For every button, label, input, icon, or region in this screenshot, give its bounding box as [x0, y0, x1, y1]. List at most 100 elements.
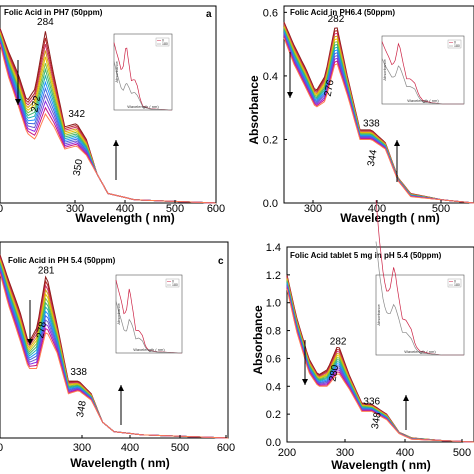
- trend-arrow-head: [302, 379, 308, 385]
- spectrum-curve: [0, 269, 229, 439]
- x-tick-label: 500: [166, 203, 184, 215]
- inset-xlabel: Wavelength ( nm): [407, 98, 439, 103]
- x-tick-label: 0: [0, 203, 3, 215]
- peak-annotation: 272: [30, 94, 44, 113]
- spectrum-curve: [283, 37, 474, 204]
- inset-legend-label: 0: [454, 280, 456, 284]
- y-tick-label: 0.4: [263, 71, 278, 83]
- x-tick-label: 0: [0, 442, 3, 454]
- x-tick-label: 600: [217, 442, 235, 454]
- inset-legend-label: 180: [162, 42, 168, 46]
- spectrum-curve: [0, 39, 217, 204]
- panel-c-label: c: [218, 256, 224, 267]
- panel-c-frame: [0, 241, 229, 439]
- x-tick-label: 500: [432, 203, 450, 215]
- spectrum-curve: [0, 264, 229, 439]
- peak-annotation: 276: [323, 79, 337, 98]
- peak-annotation: 338: [70, 367, 87, 378]
- y-tick-label: 0.0: [266, 437, 281, 449]
- inset-frame: [113, 33, 173, 111]
- y-tick-label: 0.2: [263, 134, 278, 146]
- spectrum-curve: [0, 31, 217, 204]
- y-tick-label: 1.2: [266, 270, 281, 282]
- y-tick-label: 0.6: [266, 353, 281, 365]
- inset-ylabel: Absorbance: [382, 59, 387, 81]
- peak-annotation: 348: [370, 411, 384, 430]
- x-tick-label: 300: [336, 447, 354, 459]
- panel-a-frame: [0, 5, 217, 204]
- panel-c-title: Folic Acid in PH 5.4 (50ppm): [8, 256, 116, 265]
- inset-legend-label: 0: [162, 39, 164, 43]
- inset-ylabel: Absorbance: [376, 304, 381, 326]
- y-tick-label: 0.6: [263, 7, 278, 19]
- spectrum-curve: [0, 29, 217, 204]
- peak-annotation: 281: [38, 266, 55, 277]
- spectrum-curve: [0, 35, 217, 204]
- inset-legend-label: 180: [172, 283, 178, 287]
- panel-d-curves: [286, 274, 474, 443]
- panel-a-title: Folic Acid in PH7 (50ppm): [4, 8, 103, 17]
- y-tick-label: 0.0: [263, 198, 278, 210]
- inset-legend-label: 180: [454, 44, 460, 48]
- x-tick-label: 300: [66, 203, 84, 215]
- inset-legend-label: 0: [172, 280, 174, 284]
- x-tick-label: 400: [396, 447, 414, 459]
- spectrum-curve: [0, 267, 229, 439]
- x-tick-label: 400: [121, 442, 139, 454]
- inset-frame: [115, 274, 183, 354]
- x-tick-label: 300: [73, 442, 91, 454]
- panel-a-curves: [0, 28, 217, 204]
- trend-arrow-head: [287, 92, 293, 98]
- x-tick-label: 400: [116, 203, 134, 215]
- trend-arrow-head: [15, 99, 21, 105]
- peak-annotation: 284: [37, 17, 54, 28]
- inset-curve: [381, 58, 464, 105]
- x-tick-label: 500: [171, 442, 189, 454]
- panel-b-frame: [283, 5, 474, 204]
- panel-c: 0 300 400 500 600 Folic Acid in PH 5.4 (50pp…: [0, 241, 235, 470]
- inset-frame: [375, 274, 465, 356]
- panel-d: 200 300 400 500 0.0 0.2 0.4 0.6 0.8 1.0 1.2 1.4 Fol…: [251, 200, 474, 472]
- inset-curve: [115, 300, 183, 354]
- spectrum-curve: [0, 41, 217, 204]
- spectrum-curve: [0, 40, 217, 204]
- inset-legend: [447, 278, 462, 288]
- panel-d-title: Folic Acid tablet 5 mg in pH 5.4 (50ppm): [290, 251, 442, 260]
- panel-c-curves: [0, 254, 229, 439]
- spectrum-curve: [0, 273, 229, 439]
- inset-legend: [165, 278, 180, 288]
- spectrum-curve: [0, 28, 217, 204]
- inset-legend: [155, 37, 170, 47]
- inset-curve: [113, 60, 173, 111]
- spectrum-curve: [0, 37, 217, 204]
- peak-annotation: 282: [328, 14, 345, 25]
- spectrum-curve: [0, 32, 217, 204]
- trend-arrow-head: [118, 385, 124, 391]
- panel-d-annotations: 282 280 336 348: [302, 337, 409, 430]
- peak-annotation: 350: [72, 158, 86, 177]
- panel-b-xlabel: Wavelength ( nm): [340, 211, 440, 225]
- trend-arrow-head: [27, 339, 33, 345]
- peak-annotation: 338: [363, 119, 380, 130]
- panel-c-ticks: 0 300 400 500 600: [0, 435, 235, 454]
- spectrum-curve: [0, 43, 217, 204]
- y-tick-label: 1.0: [266, 298, 281, 310]
- trend-arrow-head: [113, 140, 119, 146]
- panel-a-annotations: 284 272 342 350: [15, 17, 119, 180]
- panel-d-xlabel: Wavelength ( nm): [331, 458, 431, 472]
- spectrum-curve: [0, 261, 229, 439]
- inset-ylabel: Absorbance: [116, 303, 121, 325]
- inset-legend-label: 0: [454, 41, 456, 45]
- peak-annotation: 348: [75, 400, 89, 419]
- panel-d-ylabel: Absorbance: [251, 305, 265, 375]
- peak-annotation: 282: [330, 337, 347, 348]
- inset-ylabel: Absorbance: [114, 61, 119, 83]
- peak-annotation: 280: [328, 364, 342, 383]
- spectrum-curve: [0, 34, 217, 204]
